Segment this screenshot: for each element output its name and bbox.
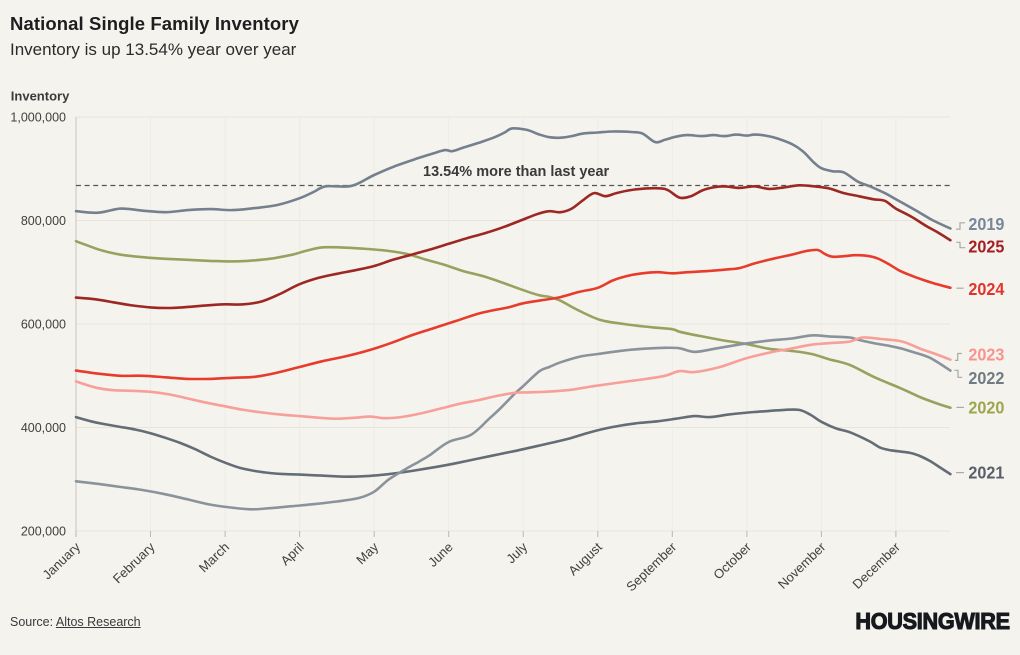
- svg-text:2019: 2019: [968, 214, 1004, 234]
- svg-text:March: March: [196, 539, 232, 575]
- svg-text:January: January: [39, 539, 83, 582]
- svg-text:November: November: [775, 539, 829, 592]
- svg-text:April: April: [278, 539, 307, 568]
- svg-text:October: October: [710, 539, 754, 582]
- svg-text:2023: 2023: [968, 344, 1004, 364]
- svg-text:2025: 2025: [968, 236, 1004, 256]
- svg-text:2021: 2021: [968, 463, 1004, 483]
- svg-text:May: May: [353, 539, 381, 567]
- svg-text:2020: 2020: [968, 398, 1004, 418]
- svg-text:2024: 2024: [968, 279, 1004, 299]
- svg-text:200,000: 200,000: [21, 524, 66, 538]
- svg-text:December: December: [849, 539, 903, 592]
- svg-text:13.54% more than last year: 13.54% more than last year: [423, 164, 610, 180]
- svg-text:800,000: 800,000: [21, 214, 66, 228]
- svg-text:August: August: [565, 539, 605, 578]
- svg-text:February: February: [110, 539, 158, 586]
- svg-text:1,000,000: 1,000,000: [10, 110, 66, 124]
- svg-text:July: July: [503, 539, 530, 566]
- svg-text:September: September: [623, 539, 680, 594]
- svg-text:600,000: 600,000: [21, 317, 66, 331]
- svg-text:Inventory: Inventory: [11, 88, 70, 103]
- svg-text:400,000: 400,000: [21, 421, 66, 435]
- svg-text:2022: 2022: [968, 368, 1004, 388]
- svg-text:June: June: [425, 539, 456, 569]
